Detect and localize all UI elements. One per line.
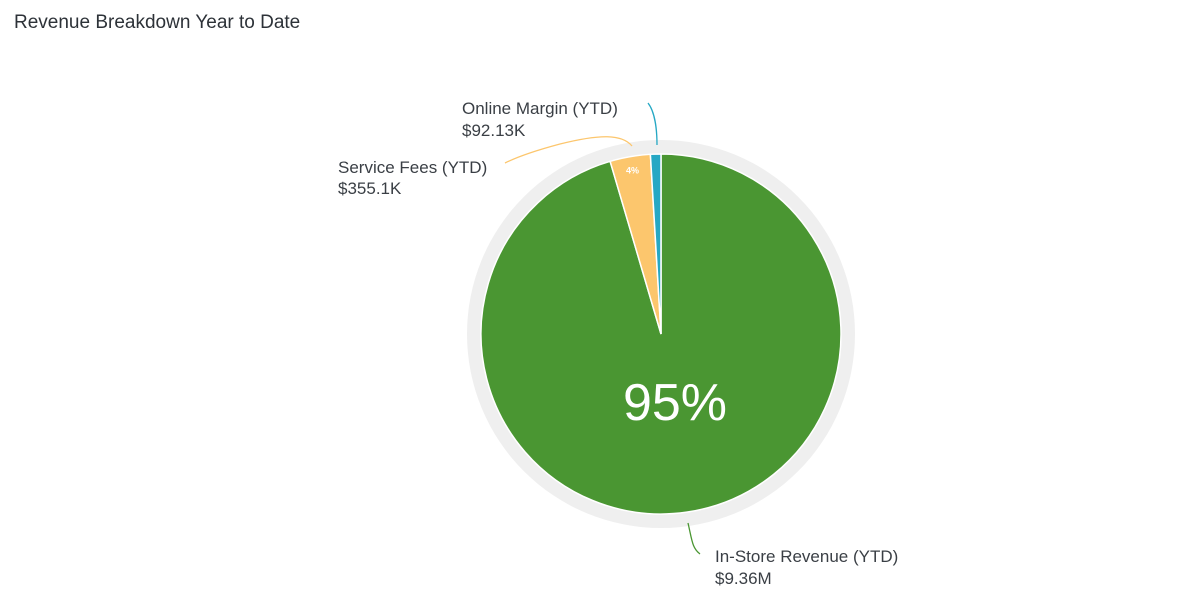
pie-percent-in-store: 95% [623,374,727,432]
callout-value-service-fees: $355.1K [338,179,402,198]
callout-value-online-margin: $92.13K [462,121,526,140]
callout-name-online-margin: Online Margin (YTD) [462,99,618,118]
chart-title: Revenue Breakdown Year to Date [14,12,301,33]
callout-line-in-store [687,522,701,555]
callout-line-service-fees [504,136,633,164]
pie-slice-online-margin[interactable] [649,153,662,335]
pie-percent-service-fees: 4% [626,165,639,175]
callout-value-in-store: $9.36M [715,569,772,588]
callout-name-service-fees: Service Fees (YTD) [338,158,487,177]
callout-line-online-margin [647,102,658,146]
callout-name-in-store: In-Store Revenue (YTD) [715,547,898,566]
